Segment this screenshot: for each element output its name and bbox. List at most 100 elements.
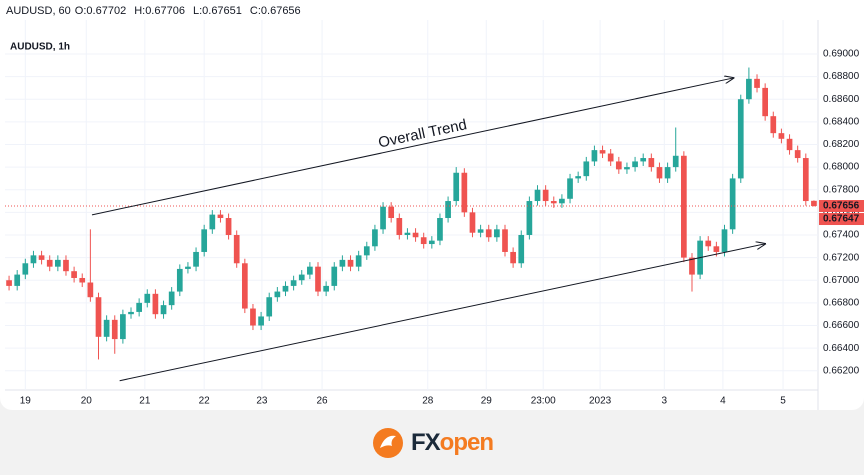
y-tick-label: 0.66400 — [823, 343, 860, 354]
candle-body — [575, 176, 582, 179]
candle-body — [640, 158, 647, 162]
candle-body — [79, 277, 86, 283]
candle-body — [778, 133, 785, 139]
candle-body — [258, 316, 264, 326]
candle-body — [550, 201, 557, 204]
candle-body — [559, 198, 565, 204]
candle-body — [30, 255, 37, 264]
candle-body — [656, 167, 663, 179]
symbol: AUDUSD, 60 — [6, 5, 71, 17]
x-tick-label: 23 — [256, 396, 268, 407]
x-tick-label: 20 — [81, 396, 93, 407]
ohlc-item: H:0.67706 — [134, 5, 189, 17]
x-tick-label: 23:00 — [531, 396, 556, 407]
candle-body — [185, 266, 191, 269]
candle-body — [160, 305, 167, 315]
candle-body — [428, 240, 435, 245]
y-tick-label: 0.67000 — [823, 275, 860, 286]
candle-body — [63, 259, 69, 272]
chart-title: AUDUSD, 1h — [10, 42, 70, 53]
x-tick-label: 19 — [20, 396, 32, 407]
candle-body — [412, 232, 419, 238]
candle-body — [762, 87, 769, 117]
candle-body — [136, 302, 142, 312]
y-tick-label: 0.67200 — [823, 252, 860, 263]
candle-body — [445, 201, 451, 219]
candle-body — [469, 212, 476, 233]
candle-body — [648, 158, 655, 168]
candle-body — [168, 291, 175, 306]
candle-body — [510, 251, 516, 264]
candle-body — [71, 271, 77, 278]
candle-body — [437, 218, 443, 241]
candle-body — [494, 229, 500, 238]
candle-body — [274, 291, 281, 298]
price-tag-label: 0.67647 — [823, 214, 860, 225]
y-tick-label: 0.68200 — [823, 139, 860, 150]
x-tick-label: 28 — [422, 396, 434, 407]
candle-body — [355, 255, 362, 267]
candle-body — [331, 266, 338, 286]
candle-body — [526, 201, 533, 235]
footer: FXopen — [0, 410, 864, 475]
candle-body — [461, 172, 468, 213]
candle-body — [632, 161, 638, 168]
candle-body — [241, 263, 248, 309]
brand-fx: FX — [411, 428, 441, 456]
x-tick-label: 5 — [780, 396, 786, 407]
candle-body — [737, 99, 744, 179]
candle-body — [209, 214, 216, 230]
y-tick-label: 0.66600 — [823, 320, 860, 331]
ohlc-value: 0.67656 — [260, 5, 301, 17]
candle-body — [453, 172, 460, 202]
y-tick-label: 0.68000 — [823, 162, 860, 173]
candle-body — [599, 150, 606, 154]
candle-body — [729, 178, 736, 230]
candle-body — [567, 178, 573, 199]
chart: 0.69000 0.68800 0.68600 0.68400 0.68200 0.680… — [5, 20, 864, 410]
candle-body — [298, 274, 305, 281]
y-tick-label: 0.68400 — [823, 116, 860, 127]
candle-body — [38, 255, 45, 260]
candle-body — [315, 266, 321, 292]
candle-body — [713, 246, 720, 252]
candle-body — [282, 285, 289, 292]
candle-body — [307, 266, 313, 275]
candle-body — [193, 251, 199, 267]
candle-body — [420, 237, 427, 245]
candle-body — [689, 257, 695, 275]
candle-body — [14, 274, 21, 286]
candle-body — [217, 214, 224, 219]
candle-body — [339, 259, 346, 267]
candle-body — [87, 282, 94, 298]
candle-body — [770, 116, 777, 134]
price-tag — [819, 213, 864, 226]
candle-body — [786, 138, 793, 151]
candle-body — [518, 234, 525, 264]
ohlc-header: AUDUSD, 60 O:0.67702 H:0.67706 L:0.67651 C:0… — [6, 5, 309, 17]
candle-body — [111, 319, 118, 340]
y-tick-label: 0.66800 — [823, 298, 860, 309]
x-tick-label: 2023 — [589, 396, 612, 407]
logo: FXopen — [411, 428, 494, 457]
candle-body — [347, 259, 354, 267]
candle-body — [607, 153, 614, 162]
candle-body — [103, 319, 110, 337]
candle-body — [363, 246, 370, 256]
candle-body — [380, 206, 386, 230]
candle-body — [144, 293, 151, 303]
candle-body — [396, 218, 403, 235]
y-tick-label: 0.68800 — [823, 71, 860, 82]
candle-body — [672, 155, 679, 168]
chart-card: AUDUSD, 60 O:0.67702 H:0.67706 L:0.67651 C:0… — [0, 0, 864, 410]
y-tick-label: 0.67400 — [823, 230, 860, 241]
ohlc-item: O:0.67702 — [75, 5, 130, 17]
ohlc-item: C:0.67656 — [250, 5, 305, 17]
ohlc-key: O: — [74, 5, 87, 17]
candle-body — [372, 229, 378, 247]
ohlc-value: 0.67651 — [202, 5, 242, 17]
candle-body — [152, 293, 159, 315]
x-tick-label: 3 — [662, 396, 668, 407]
candle-body — [681, 155, 687, 258]
